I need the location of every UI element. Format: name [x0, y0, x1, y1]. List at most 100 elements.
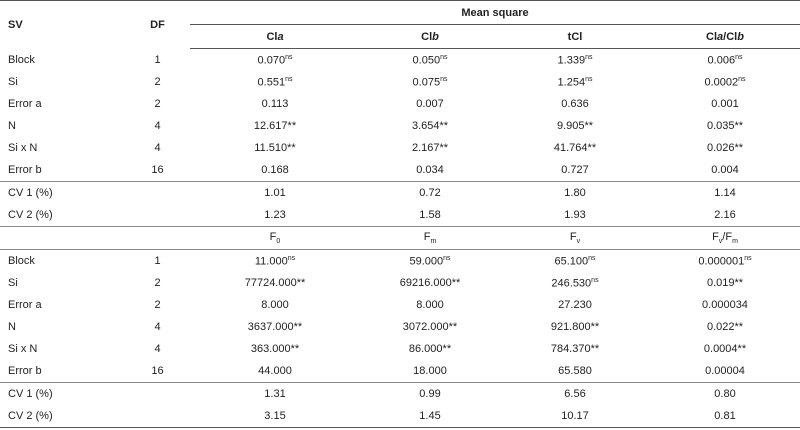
cell	[125, 182, 190, 205]
cell-text: ns	[285, 53, 293, 61]
cell: 1.80	[564, 187, 586, 199]
cell-text: ns	[440, 75, 448, 83]
row-label: Error a	[8, 98, 42, 110]
table-row: Error b 16 0.168 0.034 0.727 0.004	[0, 159, 800, 182]
cell: 0.168	[190, 159, 360, 182]
cell: 11.000ns	[190, 250, 360, 273]
cell: 77724.000**	[244, 277, 306, 289]
cell: 69216.000**	[399, 277, 461, 289]
cell-text: b	[737, 30, 744, 43]
cell: 1	[154, 53, 161, 66]
cell: 16	[125, 360, 190, 383]
cell-text: 0.0002	[704, 76, 739, 89]
cell-text: /F	[722, 230, 733, 243]
row-label: Si	[8, 277, 18, 289]
cell-text: 0.000001	[698, 255, 745, 268]
cell: 0.81	[714, 410, 736, 422]
table-row: Block 1 11.000ns 59.000ns 65.100ns 0.000001ns	[0, 250, 800, 273]
table-body: Block 1 0.070ns 0.050ns 1.339ns 0.006ns Si 2 0.5…	[0, 49, 800, 428]
cell-text: F	[423, 230, 431, 243]
cell-text: m	[732, 238, 738, 246]
table-row: CV 2 (%) 1.23 1.58 1.93 2.16	[0, 204, 800, 227]
cell: 0.007	[416, 98, 444, 110]
cell-text: ns	[591, 276, 599, 284]
cell-text: F	[269, 230, 277, 243]
cell: 10.17	[561, 410, 589, 422]
cell: 4	[154, 120, 161, 132]
cell: 3637.000**	[247, 321, 303, 333]
cell: 0.0002ns	[650, 71, 800, 93]
cell-text: v	[718, 238, 723, 246]
cell: 18.000	[360, 360, 500, 383]
row-label: N	[8, 120, 16, 132]
table-row: Error b 16 44.000 18.000 65.580 0.00004	[0, 360, 800, 383]
cell: 1.23	[190, 204, 360, 227]
cell: 3.654**	[411, 120, 449, 132]
row-label: CV 1 (%)	[8, 187, 53, 199]
cell-text: Cl	[266, 30, 278, 43]
cell: 8.000	[416, 299, 444, 311]
header-row: SV DF Mean square	[0, 0, 800, 31]
cell: 0.070ns	[190, 49, 360, 72]
cell-text: /Cl	[723, 30, 738, 43]
cell: 4	[154, 343, 161, 355]
cell-text: v	[576, 238, 581, 246]
cell-text: ns	[443, 254, 451, 262]
sv-header: SV	[8, 18, 23, 31]
cell-text: ns	[738, 75, 746, 83]
cell: 0.000034	[702, 299, 748, 311]
cell: Fv/Fm	[650, 226, 800, 250]
cell-text: tCl	[567, 30, 583, 43]
row-label: CV 2 (%)	[8, 410, 53, 422]
cell: 784.370**	[550, 343, 600, 355]
cell: 1.254ns	[500, 71, 650, 93]
cell: 0.006ns	[650, 49, 800, 72]
cell: 1.339ns	[500, 49, 650, 72]
cell: 2	[154, 98, 161, 110]
cell: 1.01	[264, 187, 286, 199]
cell: 65.580	[500, 360, 650, 383]
cell-text: 0.006	[707, 54, 736, 67]
cell-text: Cl	[421, 30, 433, 43]
table-row: N 4 3637.000** 3072.000** 921.800** 0.022**	[0, 316, 800, 338]
row-label: Error a	[8, 299, 42, 311]
cell: 0.004	[650, 159, 800, 182]
cell-text: a	[277, 30, 284, 43]
cell-text: 0.070	[257, 54, 286, 67]
cell: 363.000**	[250, 343, 300, 355]
cell: 4	[154, 142, 161, 154]
cell: 0.026**	[706, 142, 744, 154]
cell: 3.15	[264, 410, 286, 422]
cell: 0.034	[360, 159, 500, 182]
cell-text: ns	[735, 53, 743, 61]
cell-text: 246.530	[551, 277, 592, 290]
row-label: Si x N	[8, 142, 38, 154]
header-row: Cla Clb tCl Cla/Clb	[0, 24, 800, 49]
cell: 0.80	[714, 388, 736, 400]
table-row: Si x N 4 11.510** 2.167** 41.764** 0.026**	[0, 137, 800, 159]
cell: 0.727	[500, 159, 650, 182]
column-header: Clb	[360, 24, 500, 49]
table-row: CV 1 (%) 1.01 0.72 1.80 1.14	[0, 182, 800, 205]
cell: 0.019**	[706, 277, 744, 289]
cell-text: ns	[588, 254, 596, 262]
cell: 0.72	[419, 187, 441, 199]
cell: 65.100ns	[500, 250, 650, 273]
cell: 2.16	[650, 204, 800, 227]
table-row: Error a 2 8.000 8.000 27.230 0.000034	[0, 294, 800, 316]
row-label: N	[8, 321, 16, 333]
cell: 12.617**	[253, 120, 297, 132]
table-row: Block 1 0.070ns 0.050ns 1.339ns 0.006ns	[0, 49, 800, 72]
cell: 1.14	[714, 187, 736, 199]
cell-text: b	[432, 30, 439, 43]
cell: 8.000	[261, 299, 289, 311]
cell-text: ns	[287, 254, 296, 262]
cell-text: F	[569, 230, 577, 243]
cell-text: 0.551	[257, 76, 286, 89]
cell: Fm	[360, 226, 500, 250]
cell: 44.000	[190, 360, 360, 383]
cell: 0.00004	[650, 360, 800, 383]
row-label: CV 1 (%)	[8, 388, 53, 400]
